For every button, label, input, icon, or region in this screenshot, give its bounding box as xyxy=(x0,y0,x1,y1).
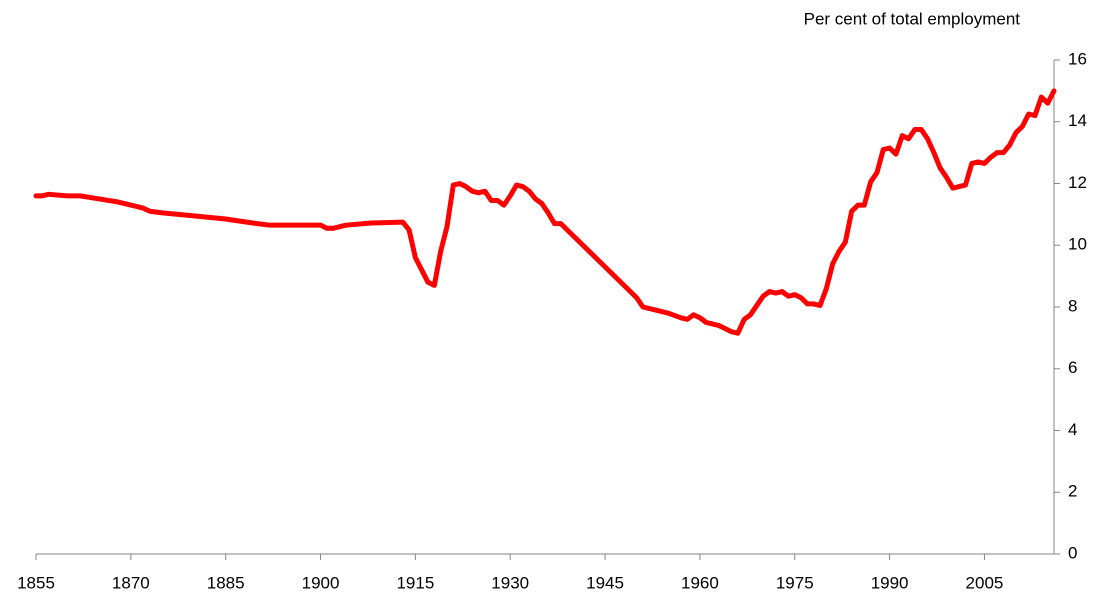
x-tick-label: 2005 xyxy=(966,573,1004,592)
y-tick-label: 8 xyxy=(1068,296,1077,315)
x-tick-label: 1930 xyxy=(491,573,529,592)
y-tick-label: 6 xyxy=(1068,358,1077,377)
y-tick-label: 12 xyxy=(1068,173,1087,192)
x-tick-label: 1945 xyxy=(586,573,624,592)
x-tick-label: 1915 xyxy=(396,573,434,592)
x-tick-label: 1855 xyxy=(17,573,55,592)
y-axis-title: Per cent of total employment xyxy=(804,9,1021,28)
y-tick-label: 14 xyxy=(1068,111,1087,130)
x-tick-label: 1975 xyxy=(776,573,814,592)
y-tick-label: 16 xyxy=(1068,49,1087,68)
y-tick-label: 4 xyxy=(1068,420,1077,439)
x-tick-label: 1870 xyxy=(112,573,150,592)
y-tick-label: 0 xyxy=(1068,543,1077,562)
y-tick-label: 10 xyxy=(1068,235,1087,254)
x-tick-label: 1960 xyxy=(681,573,719,592)
data-line xyxy=(33,88,1057,336)
x-tick-label: 1900 xyxy=(302,573,340,592)
x-tick-label: 1885 xyxy=(207,573,245,592)
y-tick-label: 2 xyxy=(1068,482,1077,501)
x-tick-label: 1990 xyxy=(871,573,909,592)
